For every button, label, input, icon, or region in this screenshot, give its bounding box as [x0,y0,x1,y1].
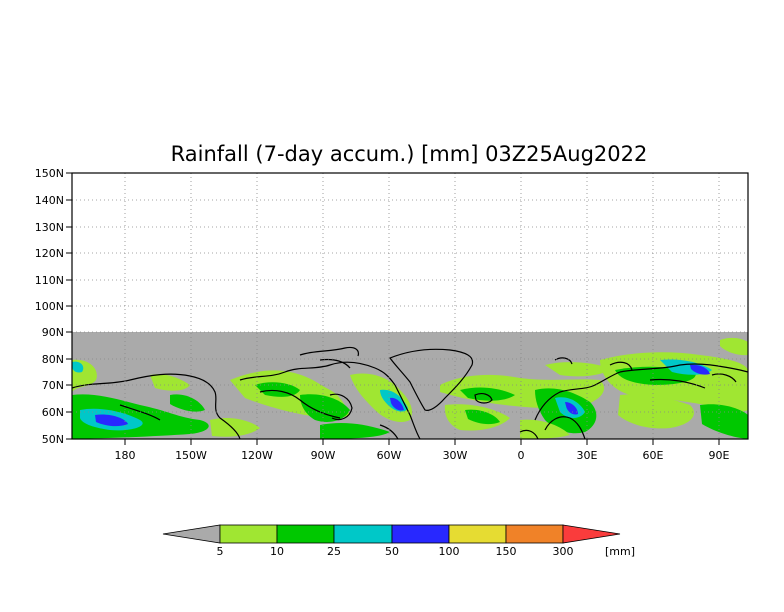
legend-label: 100 [439,545,460,558]
lat-tick-label: 130N [35,221,64,234]
legend-swatch [448,524,507,544]
legend-unit: [mm] [605,545,635,558]
lat-tick-label: 70N [42,379,64,392]
lat-tick-label: 120N [35,247,64,260]
lat-tick-label: 60N [42,406,64,419]
lat-tick-label: 80N [42,353,64,366]
map-title: Rainfall (7-day accum.) [mm] 03Z25Aug202… [171,142,648,166]
legend-label: 10 [270,545,284,558]
lon-tick-label: 180 [115,449,136,462]
legend-swatch [391,524,450,544]
legend-swatch [505,524,564,544]
lat-tick-label: 140N [35,194,64,207]
graticule [72,173,748,439]
lat-tick-label: 150N [35,167,64,180]
lon-tick-label: 90E [709,449,730,462]
coastlines [71,346,749,440]
lon-tick-label: 120W [241,449,273,462]
lon-tick-label: 60W [377,449,402,462]
lat-tick-label: 110N [35,274,64,287]
legend-swatch [333,524,393,544]
lat-tick-label: 90N [42,326,64,339]
lon-tick-label: 60E [643,449,664,462]
lat-tick-label: 100N [35,300,64,313]
lon-tick-label: 30W [443,449,468,462]
precip-field [72,337,748,439]
lat-axis: 150N 140N 130N 120N 110N 100N 90N 80N 70… [35,167,72,446]
lon-tick-label: 30E [577,449,598,462]
lon-axis: 180 150W 120W 90W 60W 30W 0 30E 60E 90E [115,439,730,462]
legend-under-triangle [162,524,221,544]
legend-swatch [219,524,278,544]
legend-label: 150 [496,545,517,558]
legend-swatch [276,524,335,544]
legend-over-triangle [562,524,621,544]
color-legend: 5 10 25 50 100 150 300 [mm] [162,524,635,558]
legend-label: 25 [327,545,341,558]
legend-label: 50 [385,545,399,558]
legend-label: 5 [217,545,224,558]
lon-tick-label: 90W [311,449,336,462]
legend-label: 300 [553,545,574,558]
lat-tick-label: 50N [42,433,64,446]
lon-tick-label: 150W [175,449,207,462]
lon-tick-label: 0 [518,449,525,462]
